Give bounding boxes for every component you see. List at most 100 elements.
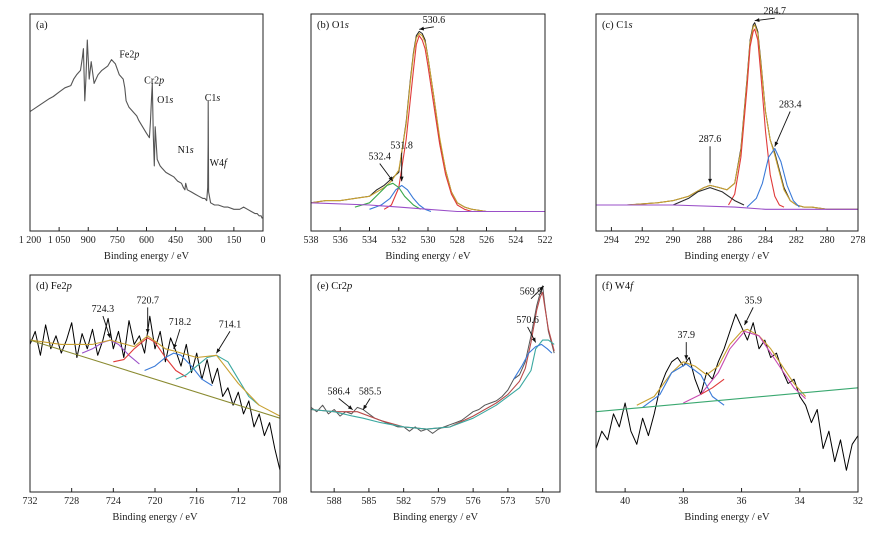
- annotation-label: 718.2: [169, 317, 192, 328]
- annotation-label: 283.4: [779, 99, 802, 110]
- x-tick-label: 300: [197, 235, 212, 246]
- annotation-arrowhead: [774, 141, 779, 147]
- plot-frame: [595, 13, 859, 232]
- x-axis-label: Binding energy / eV: [684, 512, 770, 523]
- x-tick-label: 40: [620, 496, 630, 507]
- series-line-c-baseline: [596, 204, 858, 210]
- x-tick-label: 284: [758, 235, 773, 246]
- annotation-arrowhead: [744, 320, 749, 326]
- x-tick-label: 716: [189, 496, 204, 507]
- x-axis-label: Binding energy / eV: [684, 251, 770, 262]
- series-line-d-720.7: [113, 337, 187, 378]
- x-tick-label: 600: [139, 235, 154, 246]
- x-tick-label: 712: [231, 496, 246, 507]
- series-line-b-fit: [311, 32, 545, 213]
- annotation-label: 530.6: [423, 15, 446, 26]
- x-tick-label: 582: [396, 496, 411, 507]
- x-tick-label: 708: [273, 496, 288, 507]
- series-line-c-284.7: [728, 28, 785, 208]
- annotation-label: 720.7: [136, 295, 159, 306]
- annotation-label: 35.9: [744, 295, 762, 306]
- annotation-label: O1s: [157, 95, 173, 106]
- series-line-d-718.2: [144, 352, 213, 387]
- series-line-a-0: [30, 39, 263, 219]
- panel-a: 1 200 1 050 900 750 600 450 300 150 0 Binding ene…: [19, 13, 266, 262]
- x-tick-label: 528: [450, 235, 465, 246]
- panel-c: 294 292 290 288 286 284 282 280 278 Binding energ…: [595, 6, 866, 262]
- series-group: [30, 39, 263, 219]
- series-line-c-raw: [596, 22, 858, 210]
- annotation-arrowhead: [347, 405, 353, 410]
- series-line-d-fit: [30, 335, 280, 417]
- x-tick-label: 526: [479, 235, 494, 246]
- series-group: [596, 313, 858, 471]
- annotation-label: 37.9: [677, 330, 695, 341]
- series-line-b-531.8: [369, 184, 432, 213]
- x-tick-label: 38: [678, 496, 688, 507]
- series-line-f-35.9: [683, 330, 806, 404]
- panel-b: 538 536 534 532 530 528 526 524 522 Binding energ…: [304, 13, 553, 262]
- annotation-label: 287.6: [699, 134, 722, 145]
- x-tick-label: 450: [168, 235, 183, 246]
- x-tick-label: 720: [148, 496, 163, 507]
- x-tick-label: 1 200: [19, 235, 42, 246]
- annotation-label: C1s: [205, 93, 221, 104]
- annotation-label: 284.7: [764, 6, 787, 17]
- series-line-c-fit: [596, 24, 858, 210]
- annotation-arrowhead: [388, 176, 393, 182]
- series-line-f-raw: [596, 313, 858, 471]
- x-tick-label: 728: [64, 496, 79, 507]
- annotation-arrowhead: [173, 343, 177, 349]
- x-tick-label: 585: [361, 496, 376, 507]
- x-tick-label: 282: [789, 235, 804, 246]
- series-line-d-baseline: [30, 339, 280, 419]
- annotation-arrowhead: [539, 286, 544, 291]
- series-line-e-baseline: [311, 339, 555, 430]
- x-tick-label: 150: [226, 235, 241, 246]
- annotation-label: N1s: [178, 145, 194, 156]
- annotation-label: Cr2p: [144, 75, 164, 86]
- panel-title: (a): [36, 20, 48, 31]
- x-axis-label: Binding energy / eV: [104, 251, 190, 262]
- panel-f: 40 38 36 34 32 Binding energy / eV (f) W4f 37.9…: [595, 274, 863, 523]
- x-tick-label: 290: [666, 235, 681, 246]
- annotation-arrow: [774, 111, 791, 147]
- series-line-e-570.6: [513, 343, 553, 380]
- x-tick-label: 522: [538, 235, 553, 246]
- x-tick-label: 900: [81, 235, 96, 246]
- x-tick-label: 292: [635, 235, 650, 246]
- x-tick-label: 732: [23, 496, 38, 507]
- x-tick-label: 34: [795, 496, 805, 507]
- series-line-b-baseline: [311, 202, 545, 213]
- plot-frame: [29, 274, 281, 493]
- x-tick-label: 280: [820, 235, 835, 246]
- panel-title: (d) Fe2p: [36, 281, 72, 292]
- x-tick-label: 278: [851, 235, 866, 246]
- x-tick-label: 579: [431, 496, 446, 507]
- annotation-arrowhead: [106, 333, 111, 339]
- annotation-label: 532.4: [368, 152, 391, 163]
- x-tick-label: 538: [304, 235, 319, 246]
- panel-title: (f) W4f: [602, 281, 635, 292]
- annotation-arrowhead: [216, 348, 221, 354]
- x-tick-label: 588: [327, 496, 342, 507]
- annotation-arrowhead: [363, 404, 368, 410]
- annotation-arrowhead: [399, 176, 404, 182]
- panel-title: (c) C1s: [602, 20, 633, 31]
- series-line-c-283.4: [746, 147, 800, 208]
- x-tick-label: 750: [110, 235, 125, 246]
- x-tick-label: 288: [696, 235, 711, 246]
- annotation-label: 586.4: [328, 387, 351, 398]
- annotation-label: 569.9: [520, 287, 543, 298]
- x-tick-label: 1 050: [48, 235, 71, 246]
- x-tick-label: 573: [500, 496, 515, 507]
- annotation-arrowhead: [419, 26, 425, 31]
- x-tick-label: 530: [421, 235, 436, 246]
- annotation-label: 724.3: [92, 304, 115, 315]
- x-tick-label: 570: [535, 496, 550, 507]
- x-tick-label: 294: [604, 235, 619, 246]
- panel-title: (e) Cr2p: [317, 281, 352, 292]
- x-tick-label: 0: [261, 235, 266, 246]
- x-tick-label: 286: [727, 235, 742, 246]
- series-group: [30, 315, 280, 471]
